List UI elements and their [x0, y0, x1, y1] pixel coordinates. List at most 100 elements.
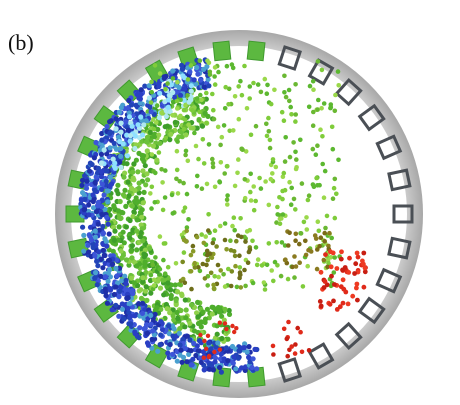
particle [229, 284, 234, 289]
particle [183, 315, 188, 320]
particle [295, 326, 300, 331]
particle [183, 103, 188, 108]
particle [233, 264, 238, 269]
particle [175, 168, 180, 173]
particle [289, 112, 294, 117]
particle [149, 80, 154, 85]
particle [263, 77, 268, 82]
particle [248, 172, 253, 177]
particle [102, 147, 107, 152]
particle [107, 131, 112, 136]
particle [112, 292, 117, 297]
particle [271, 344, 276, 349]
particle [212, 74, 217, 79]
particle [300, 350, 305, 355]
particle [138, 287, 143, 292]
particle [251, 81, 256, 86]
particle [143, 163, 148, 168]
particle [233, 254, 238, 259]
particle [127, 114, 132, 119]
particle [219, 352, 224, 357]
particle [282, 118, 287, 123]
particle [176, 134, 181, 139]
particle [239, 285, 244, 290]
particle [108, 145, 113, 150]
particle [233, 94, 238, 99]
particle [162, 241, 167, 246]
particle [81, 233, 86, 238]
particle [93, 270, 98, 275]
particle [246, 355, 251, 360]
particle [112, 205, 117, 210]
particle [230, 269, 235, 274]
particle [251, 184, 256, 189]
particle [109, 181, 114, 186]
particle [323, 226, 328, 231]
particle [331, 196, 336, 201]
particle [149, 273, 154, 278]
particle [356, 255, 361, 260]
particle [90, 192, 95, 197]
particle [308, 84, 313, 89]
particle [143, 289, 148, 294]
particle [126, 98, 131, 103]
particle [266, 116, 271, 121]
particle [204, 121, 209, 126]
particle [293, 342, 298, 347]
panel-label: (b) [8, 30, 34, 56]
particle [280, 110, 285, 115]
particle [194, 144, 199, 149]
particle [114, 126, 119, 131]
particle [105, 301, 110, 306]
particle [184, 229, 189, 234]
particle [275, 205, 280, 210]
particle [118, 146, 123, 151]
particle [161, 258, 166, 263]
particle [232, 228, 237, 233]
particle [190, 108, 195, 113]
particle [183, 153, 188, 158]
particle [263, 287, 268, 292]
particle [259, 186, 264, 191]
particle [191, 244, 196, 249]
particle [198, 78, 203, 83]
particle [100, 265, 105, 270]
particle [157, 115, 162, 120]
particle [175, 99, 180, 104]
particle [150, 152, 155, 157]
particle [199, 232, 204, 237]
particle [178, 114, 183, 119]
particle [99, 212, 104, 217]
particle [121, 141, 126, 146]
particle [94, 175, 99, 180]
particle [350, 294, 355, 299]
particle [283, 159, 288, 164]
particle [158, 332, 163, 337]
particle [101, 231, 106, 236]
particle [238, 216, 243, 221]
particle [222, 171, 227, 176]
particle [268, 146, 273, 151]
particle [152, 127, 157, 132]
particle [217, 179, 222, 184]
particle [318, 127, 323, 132]
particle [121, 175, 126, 180]
particle [142, 190, 147, 195]
particle [93, 140, 98, 145]
particle [171, 313, 176, 318]
particle [145, 148, 150, 153]
particle [287, 231, 292, 236]
particle [201, 262, 206, 267]
figure: (b) [0, 0, 460, 405]
particle [148, 291, 153, 296]
particle [185, 334, 190, 339]
particle [249, 365, 254, 370]
particle [147, 95, 152, 100]
particle [130, 243, 135, 248]
particle [254, 245, 259, 250]
particle [256, 82, 261, 87]
particle [233, 184, 238, 189]
particle [122, 188, 127, 193]
particle [287, 99, 292, 104]
particle [160, 180, 165, 185]
